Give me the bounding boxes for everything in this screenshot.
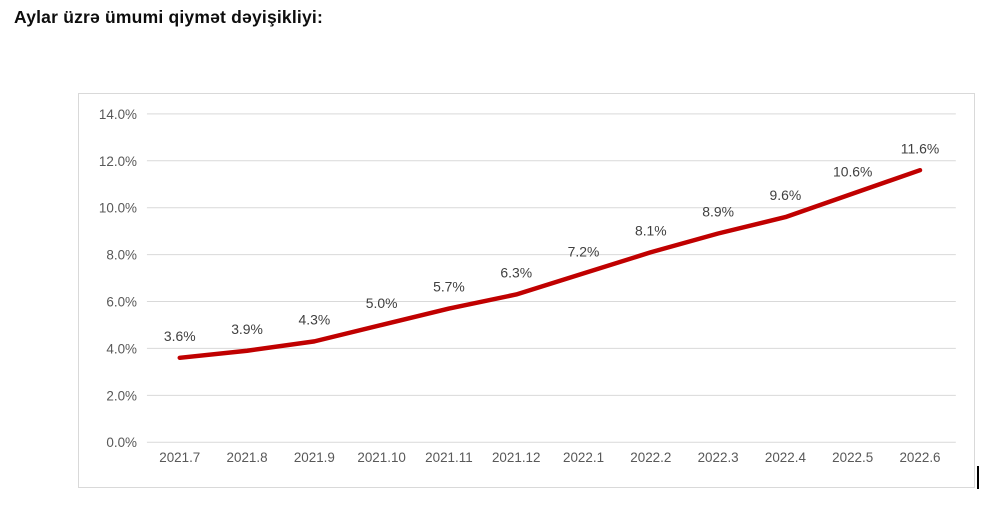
y-axis-tick-label: 8.0%	[106, 248, 137, 263]
y-axis-tick-label: 2.0%	[106, 388, 137, 403]
y-axis-tick-label: 4.0%	[106, 341, 137, 356]
data-label: 7.2%	[568, 243, 600, 259]
y-axis-tick-label: 6.0%	[106, 294, 137, 309]
text-cursor	[977, 466, 979, 489]
chart-frame[interactable]: 0.0% 2.0% 4.0% 6.0% 8.0% 10.0% 12.0% 14.0% 2021.…	[78, 93, 975, 488]
y-axis-tick-label: 14.0%	[99, 107, 137, 122]
x-axis-tick-label: 2021.8	[227, 450, 268, 465]
y-axis-tick-label: 12.0%	[99, 154, 137, 169]
x-axis-tick-label: 2022.2	[630, 450, 671, 465]
y-axis-tick-label: 0.0%	[106, 435, 137, 450]
data-label: 9.6%	[770, 187, 802, 203]
data-label: 6.3%	[500, 265, 532, 281]
data-label: 3.9%	[231, 321, 263, 337]
y-axis-tick-label: 10.0%	[99, 201, 137, 216]
x-axis-tick-label: 2021.7	[159, 450, 200, 465]
x-axis-tick-label: 2022.4	[765, 450, 807, 465]
x-axis-tick-label: 2022.1	[563, 450, 604, 465]
x-axis-tick-label: 2022.5	[832, 450, 873, 465]
x-axis-tick-label: 2021.11	[425, 450, 473, 465]
x-axis-tick-label: 2021.10	[357, 450, 406, 465]
data-label: 10.6%	[833, 164, 872, 180]
x-axis-tick-label: 2022.6	[899, 450, 940, 465]
series-line	[177, 167, 923, 361]
data-label: 11.6%	[901, 140, 939, 156]
data-label: 8.9%	[702, 204, 734, 220]
x-axis-tick-label: 2022.3	[698, 450, 739, 465]
x-axis-tick-label: 2021.9	[294, 450, 335, 465]
data-label: 5.7%	[433, 279, 465, 295]
data-label: 8.1%	[635, 222, 667, 238]
data-label: 5.0%	[366, 295, 398, 311]
page-title: Aylar üzrə ümumi qiymət dəyişikliyi:	[14, 7, 324, 27]
data-label: 3.6%	[164, 328, 196, 344]
x-axis-tick-label: 2021.12	[492, 450, 541, 465]
data-label: 4.3%	[299, 311, 331, 327]
line-chart: 0.0% 2.0% 4.0% 6.0% 8.0% 10.0% 12.0% 14.0% 2021.…	[99, 107, 956, 465]
